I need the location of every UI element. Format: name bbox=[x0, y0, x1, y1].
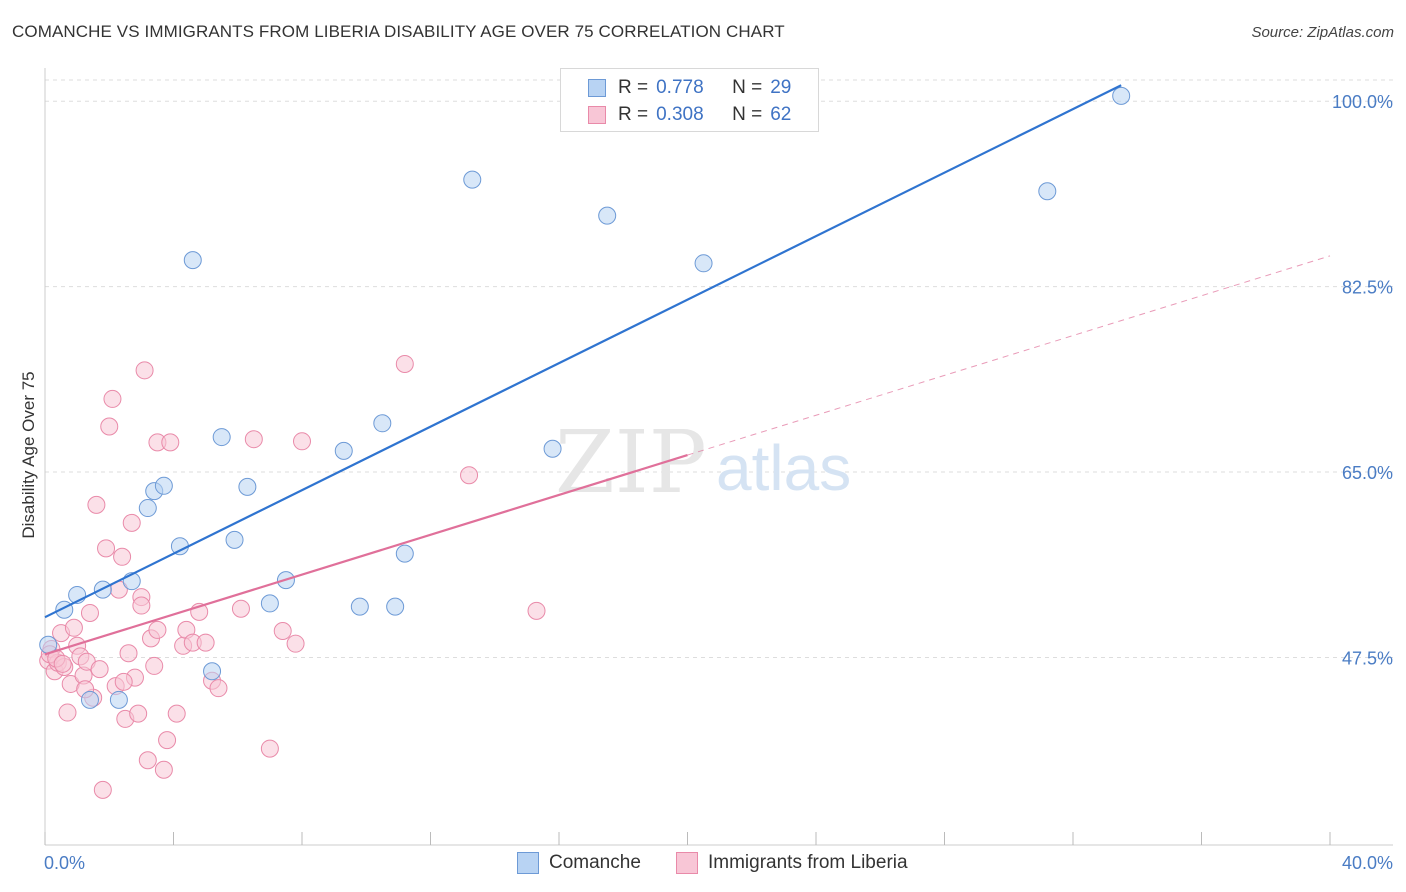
source-label: Source: ZipAtlas.com bbox=[1251, 24, 1394, 41]
x-tick-max: 40.0% bbox=[1342, 853, 1393, 873]
comanche-trend-line bbox=[44, 84, 1122, 619]
liberia-point bbox=[148, 620, 167, 639]
comanche-swatch bbox=[517, 852, 539, 874]
legend-label-comanche: Comanche bbox=[549, 852, 641, 873]
comanche-point bbox=[212, 428, 231, 447]
trend-lines bbox=[44, 84, 1331, 656]
liberia-point bbox=[286, 634, 305, 653]
liberia-point bbox=[158, 731, 177, 750]
x-tick-min: 0.0% bbox=[44, 853, 85, 873]
liberia-point bbox=[395, 354, 414, 373]
liberia-point bbox=[119, 644, 138, 663]
n-value: 29 bbox=[770, 77, 792, 98]
liberia-point bbox=[138, 751, 157, 770]
r-value: 0.308 bbox=[656, 104, 704, 125]
liberia-point bbox=[167, 704, 186, 723]
liberia-point bbox=[244, 430, 263, 449]
liberia-trend-line bbox=[44, 454, 688, 656]
comanche-point bbox=[1112, 86, 1131, 105]
liberia-point bbox=[293, 432, 311, 451]
liberia-point bbox=[132, 596, 151, 615]
comanche-point bbox=[694, 254, 713, 273]
series-legend: Comanche Immigrants from Liberia bbox=[0, 852, 1406, 878]
liberia-point bbox=[161, 433, 180, 452]
liberia-point bbox=[196, 633, 215, 652]
comanche-point bbox=[395, 544, 414, 563]
comanche-point bbox=[598, 206, 617, 225]
comanche-point bbox=[80, 690, 99, 709]
comanche-point bbox=[225, 530, 244, 549]
comanche-point bbox=[334, 441, 353, 460]
liberia-point bbox=[145, 656, 164, 675]
comanche-point bbox=[373, 414, 392, 433]
y-axis-label: Disability Age Over 75 bbox=[19, 371, 38, 538]
comanche-point bbox=[463, 170, 482, 189]
y-tick-labels: 47.5% 65.0% 82.5% 100.0% bbox=[1332, 92, 1393, 668]
liberia-point bbox=[113, 547, 132, 566]
liberia-point bbox=[64, 618, 83, 637]
r-label: R = bbox=[618, 77, 649, 98]
comanche-point bbox=[386, 597, 405, 616]
comanche-point bbox=[260, 594, 279, 613]
chart-title: COMANCHE VS IMMIGRANTS FROM LIBERIA DISA… bbox=[12, 22, 785, 41]
n-label: N = bbox=[732, 104, 763, 125]
comanche-point bbox=[203, 662, 222, 681]
liberia-point bbox=[527, 601, 546, 620]
liberia-point bbox=[231, 599, 250, 618]
legend-row-comanche: R = 0.778 N = 29 bbox=[588, 76, 791, 100]
y-tick-label: 82.5% bbox=[1342, 278, 1393, 298]
watermark-atlas: atlas bbox=[716, 432, 851, 504]
liberia-point bbox=[100, 417, 119, 436]
y-tick-label: 47.5% bbox=[1342, 648, 1393, 668]
comanche-point bbox=[238, 477, 257, 496]
liberia-swatch bbox=[676, 852, 698, 874]
legend-item-liberia[interactable]: Immigrants from Liberia bbox=[676, 852, 908, 874]
axes bbox=[44, 68, 1393, 846]
watermark: ZIP atlas bbox=[555, 413, 851, 513]
liberia-point bbox=[58, 703, 77, 722]
comanche-swatch bbox=[588, 79, 606, 97]
liberia-point bbox=[260, 739, 279, 758]
comanche-point bbox=[109, 690, 128, 709]
comanche-point bbox=[183, 251, 202, 270]
liberia-point bbox=[87, 495, 106, 514]
r-value: 0.778 bbox=[656, 77, 704, 98]
liberia-point bbox=[103, 389, 122, 408]
legend-row-liberia: R = 0.308 N = 62 bbox=[588, 103, 791, 127]
liberia-point bbox=[93, 780, 112, 799]
liberia-point bbox=[154, 760, 173, 779]
liberia-point bbox=[90, 660, 109, 679]
n-value: 62 bbox=[770, 104, 792, 125]
liberia-point bbox=[122, 513, 141, 532]
liberia-point bbox=[114, 672, 133, 691]
liberia-point bbox=[209, 679, 228, 698]
comanche-point bbox=[350, 597, 369, 616]
y-tick-label: 100.0% bbox=[1332, 92, 1393, 112]
gridlines bbox=[45, 79, 1393, 658]
liberia-point bbox=[129, 704, 148, 723]
liberia-trend-extension bbox=[687, 255, 1331, 456]
liberia-point bbox=[273, 621, 292, 640]
series-liberia-points bbox=[39, 354, 546, 799]
watermark-zip: ZIP bbox=[555, 413, 707, 513]
comanche-point bbox=[1038, 182, 1057, 201]
liberia-point bbox=[97, 539, 116, 558]
liberia-point bbox=[80, 603, 99, 622]
liberia-point bbox=[53, 654, 72, 673]
comanche-point bbox=[543, 439, 562, 458]
legend-label-liberia: Immigrants from Liberia bbox=[708, 852, 908, 873]
comanche-point bbox=[138, 499, 157, 518]
comanche-point bbox=[170, 537, 189, 556]
comanche-point bbox=[154, 476, 173, 495]
correlation-legend: R = 0.778 N = 29 R = 0.308 N = 62 bbox=[560, 68, 819, 132]
y-tick-label: 65.0% bbox=[1342, 463, 1393, 483]
legend-item-comanche[interactable]: Comanche bbox=[517, 852, 641, 874]
n-label: N = bbox=[732, 77, 763, 98]
liberia-point bbox=[460, 466, 479, 485]
r-label: R = bbox=[618, 104, 649, 125]
liberia-point bbox=[135, 361, 154, 380]
liberia-swatch bbox=[588, 106, 606, 124]
